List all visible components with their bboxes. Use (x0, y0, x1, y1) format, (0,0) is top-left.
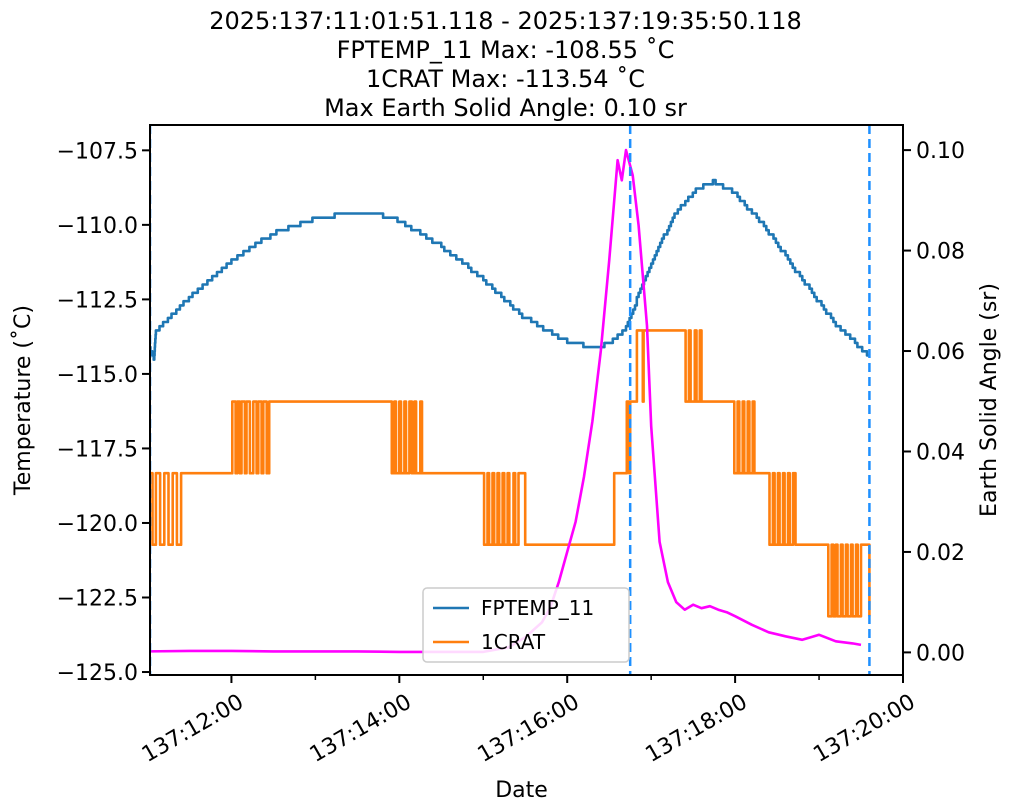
y2-tick-label-2: 0.06 (916, 340, 965, 365)
x-tick-label-4: 137:20:00 (809, 690, 919, 768)
title-line-1crat-max: 1CRAT Max: -113.54 ˚C (366, 65, 645, 93)
y-tick-label-0: −107.5 (57, 139, 138, 164)
x-tick-label-3: 137:18:00 (642, 690, 752, 768)
title-line-time-range: 2025:137:11:01:51.118 - 2025:137:19:35:5… (209, 7, 802, 35)
legend-label-fptemp_11: FPTEMP_11 (481, 596, 594, 620)
y-tick-label-5: −120.0 (57, 512, 138, 537)
series-line-1crat (150, 329, 871, 618)
y-tick-label-4: −117.5 (57, 437, 138, 462)
y-tick-label-6: −122.5 (57, 586, 138, 611)
title-line-earth-angle: Max Earth Solid Angle: 0.10 sr (324, 94, 687, 122)
y-tick-label-7: −125.0 (57, 661, 138, 686)
y2-tick-label-5: 0.00 (916, 641, 965, 666)
y-axis-label: Temperature (˚C) (11, 305, 36, 496)
y2-axis-label: Earth Solid Angle (sr) (977, 283, 1002, 517)
y-tick-label-3: −115.0 (57, 363, 138, 388)
legend: FPTEMP_11 1CRAT (422, 587, 630, 663)
axes: 137:12:00 137:14:00 137:16:00 137:18:00 137:… (57, 139, 965, 768)
plot-frame (149, 124, 904, 676)
x-tick-label-0: 137:12:00 (138, 690, 248, 768)
x-tick-label-1: 137:14:00 (306, 690, 416, 768)
y2-tick-label-0: 0.10 (916, 139, 965, 164)
y-tick-label-1: −110.0 (57, 214, 138, 239)
legend-box (422, 587, 630, 663)
legend-label-1crat: 1CRAT (481, 630, 546, 654)
y2-tick-label-1: 0.08 (916, 240, 965, 265)
x-axis-label: Date (495, 778, 548, 803)
series-line-fptemp-11 (150, 178, 870, 361)
y2-tick-label-4: 0.02 (916, 541, 965, 566)
y2-tick-label-3: 0.04 (916, 440, 965, 465)
y-tick-label-2: −112.5 (57, 288, 138, 313)
title-line-fptemp-max: FPTEMP_11 Max: -108.55 ˚C (336, 36, 675, 64)
plot-lines (150, 125, 871, 675)
x-tick-label-2: 137:16:00 (474, 690, 584, 768)
